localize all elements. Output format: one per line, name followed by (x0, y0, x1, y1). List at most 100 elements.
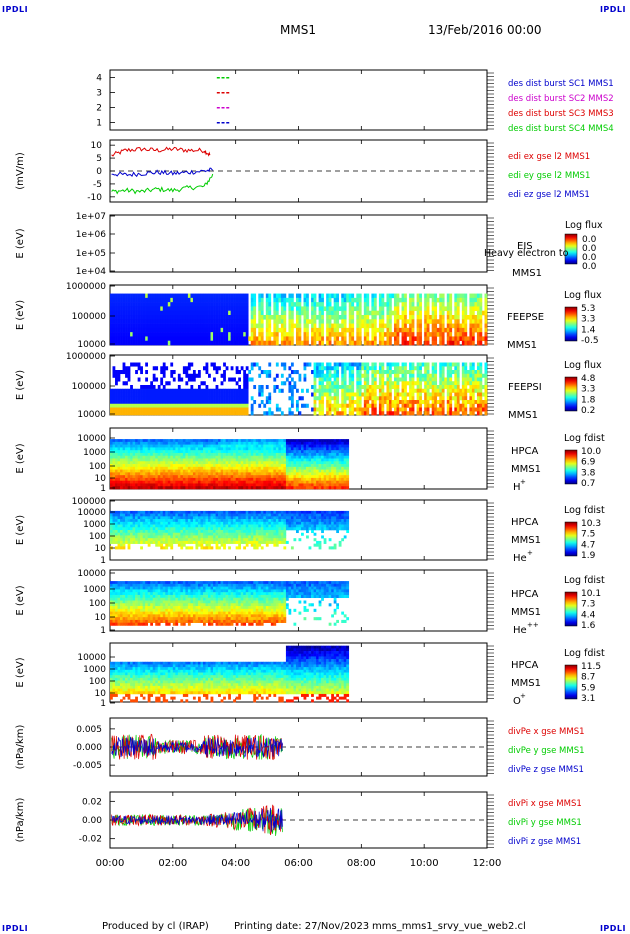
feeps-e-cell (396, 319, 400, 324)
feeps-e-cell (135, 332, 138, 337)
feeps-i-cell (295, 407, 299, 412)
hpca-h-cell (245, 439, 249, 443)
feeps-i-cell (343, 396, 347, 401)
hpca-h-cell (255, 477, 259, 481)
hpca-h-cell (182, 486, 186, 490)
feeps-i-cell (150, 396, 154, 401)
feeps-e-cell (190, 327, 194, 333)
hpca-h-cell (182, 464, 186, 468)
feeps-i-cell (381, 381, 385, 386)
feeps-e-cell (147, 315, 151, 320)
hpca-h-cell (197, 450, 201, 454)
feeps-i-cell (218, 400, 221, 405)
hpca-h-cell (341, 475, 345, 479)
feeps-i-cell (441, 411, 445, 416)
feeps-i-cell (210, 411, 214, 416)
feeps-i-cell (456, 400, 460, 405)
feeps-i-cell (461, 385, 465, 390)
feeps-e-cell (205, 306, 209, 312)
feeps-e-cell (336, 297, 340, 303)
feeps-e-cell (456, 336, 460, 342)
hpca-h-cell (293, 466, 297, 470)
feeps-i-cell (431, 403, 435, 408)
feeps-i-cell (343, 403, 347, 408)
feeps-i-cell (456, 366, 460, 371)
feeps-i-cell (142, 400, 146, 405)
hpca-h-cell (208, 469, 211, 473)
feeps-e-cell (200, 302, 204, 307)
feeps-i-cell (245, 377, 249, 382)
feeps-i-cell (464, 392, 468, 397)
hpca-h-cell (303, 452, 307, 457)
feeps-i-cell (318, 373, 322, 378)
hpca-h-cell (260, 461, 264, 465)
feeps-e-cell (130, 336, 133, 342)
feeps-i-cell (464, 366, 468, 371)
feeps-e-cell (172, 310, 176, 316)
feeps-e-cell (208, 297, 211, 303)
feeps-e-cell (366, 323, 370, 329)
feeps-e-cell (177, 297, 181, 303)
feeps-i-cell (456, 403, 460, 408)
feeps-i-cell (202, 381, 206, 386)
hpca-h-cell (255, 439, 259, 443)
feeps-i-cell (160, 411, 164, 416)
hpca-h-cell (120, 472, 123, 476)
eis-note-label: Heavy electron to (484, 248, 569, 259)
feeps-e-cell (378, 293, 382, 299)
feeps-e-cell (424, 293, 427, 299)
hpca-h-cell (263, 458, 267, 462)
feeps-i-cell (368, 396, 372, 401)
feeps-i-cell (200, 400, 204, 405)
feeps-i-cell (298, 396, 302, 401)
feeps-i-cell (213, 403, 216, 408)
hpca-h-cell (130, 458, 133, 462)
hpca-h-cell (110, 464, 113, 468)
hpca-h-cell (288, 441, 292, 445)
feeps-i-cell (471, 400, 475, 405)
feeps-e-cell (401, 302, 405, 307)
feeps-e-cell (145, 315, 148, 320)
feeps-e-cell (283, 297, 287, 303)
hpca-h-cell (326, 439, 329, 443)
feeps-i-cell (162, 366, 166, 371)
feeps-i-colorbar-tick-label: 0.2 (581, 406, 595, 416)
feeps-i-cell (336, 396, 340, 401)
feeps-i-cell (245, 373, 249, 378)
feeps-e-cell (230, 302, 234, 307)
feeps-i-cell (401, 381, 405, 386)
feeps-e-cell (431, 297, 435, 303)
feeps-i-cell (351, 400, 355, 405)
hpca-h-cell (258, 447, 262, 451)
feeps-e-cell (394, 336, 397, 342)
feeps-i-cell (326, 377, 329, 382)
feeps-e-cell (268, 302, 272, 307)
feeps-i-cell (461, 400, 465, 405)
feeps-i-cell (243, 403, 247, 408)
hpca-h-cell (167, 469, 171, 473)
feeps-i-cell (394, 373, 397, 378)
feeps-i-cell (313, 396, 317, 401)
hpca-h-cell (150, 461, 154, 465)
hpca-h-y-tick-label: 1 (100, 484, 106, 494)
hpca-h-cell (258, 480, 262, 484)
feeps-i-cell (409, 362, 412, 367)
hpca-h-cell (233, 472, 236, 476)
hpca-h-cell (220, 483, 224, 487)
hpca-h-cell (316, 472, 319, 476)
hpca-h-cell (225, 475, 229, 479)
feeps-e-cell (348, 340, 352, 346)
feeps-i-cell (326, 396, 329, 401)
hpca-h-cell (258, 452, 262, 457)
hpca-h-cell (263, 444, 267, 448)
feeps-e-cell (228, 310, 231, 316)
feeps-i-cell (290, 377, 294, 382)
feeps-e-cell (273, 297, 277, 303)
feeps-e-cell (152, 340, 156, 346)
feeps-i-cell (185, 403, 189, 408)
hpca-h-cell (268, 466, 272, 470)
feeps-e-cell (177, 336, 181, 342)
feeps-i-cell (313, 388, 317, 393)
feeps-i-cell (381, 400, 385, 405)
hpca-h-cell (160, 450, 164, 454)
